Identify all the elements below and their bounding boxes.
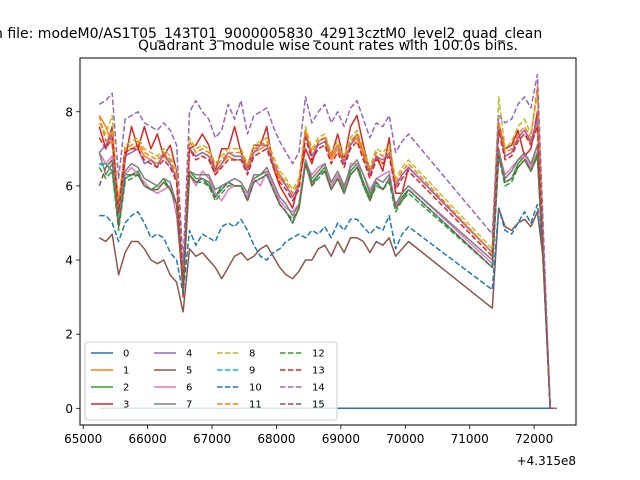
series-line-8 [98,92,557,410]
x-axis: 65000 66000 67000 68000 69000 70000 71000 72000 [64,425,553,446]
legend-label-0: 0 [123,349,129,360]
y-tick-label: 8 [65,105,73,119]
legend-label-5: 5 [186,366,192,377]
series-line-15 [98,155,557,410]
y-axis: 0 2 4 6 8 [65,105,80,416]
legend-label-7: 7 [186,400,192,411]
chart-title: Quadrant 3 module wise count rates with … [138,38,518,54]
series-line-5 [98,207,557,410]
legend-label-14: 14 [312,383,325,394]
series-line-13 [98,125,557,410]
series-line-14 [98,73,557,410]
legend-label-12: 12 [312,349,325,360]
legend-label-3: 3 [123,400,129,411]
legend-label-4: 4 [186,349,192,360]
legend-label-6: 6 [186,383,192,394]
legend-label-10: 10 [249,383,262,394]
x-tick-label: 72000 [515,432,553,446]
legend-label-1: 1 [123,366,129,377]
y-tick-label: 2 [65,328,73,342]
x-tick-label: 70000 [386,432,424,446]
legend-label-8: 8 [249,349,255,360]
x-offset-label: +4.315e8 [517,454,576,468]
axes-frame [79,57,577,426]
y-tick-label: 4 [65,254,73,268]
x-tick-label: 71000 [451,432,489,446]
legend-label-9: 9 [249,366,255,377]
y-tick-label: 0 [65,402,73,416]
series-line-10 [99,203,557,410]
x-tick-label: 66000 [129,432,167,446]
legend-box [84,341,338,421]
chart-suptitle: n file: modeM0/AS1T05_143T01_9000005830_… [0,26,542,42]
x-tick-label: 68000 [257,432,295,446]
legend-label-13: 13 [312,366,325,377]
x-tick-label: 65000 [64,432,102,446]
y-tick-label: 6 [65,179,73,193]
legend-label-11: 11 [249,400,262,411]
legend-label-15: 15 [312,400,325,411]
x-tick-label: 67000 [193,432,231,446]
legend-label-2: 2 [123,383,129,394]
x-tick-label: 69000 [322,432,360,446]
series-line-11 [98,85,557,410]
